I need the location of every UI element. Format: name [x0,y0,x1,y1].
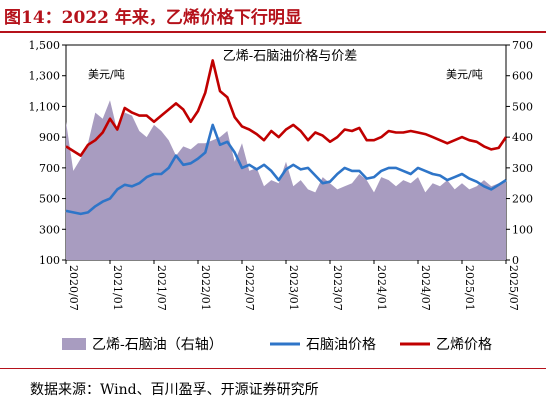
legend-item-naphtha: 石脑油价格 [270,337,376,353]
y-right-tick-label: 500 [512,100,533,113]
legend-label: 石脑油价格 [306,337,376,353]
plot-area [65,44,508,261]
series-line-ethylene [65,59,508,157]
chart-title: 乙烯-石脑油价格与价差 [223,48,357,64]
x-tick-label: 2024/01 [375,265,388,311]
x-tick-label: 2022/07 [243,265,256,311]
figure-title: 图14：2022 年来，乙烯价格下行明显 [4,8,302,28]
source-rule [0,368,546,369]
x-tick-label: 2023/07 [331,265,344,311]
x-tick-label: 2022/01 [199,265,212,311]
y-right-tick-label: 300 [512,162,533,175]
y-left-tick-label: 300 [39,223,60,236]
y-left-tick-label: 1,500 [29,39,61,52]
x-axis: 2020/07 2021/01 2021/07 2022/01 2022/07 2023/… [65,260,520,311]
legend: 乙烯-石脑油（右轴） 石脑油价格 乙烯价格 [62,337,492,353]
legend-label: 乙烯价格 [436,337,492,353]
price-lines-layer [65,59,508,216]
legend-item-ethylene: 乙烯价格 [400,337,492,353]
x-tick-label: 2023/01 [287,265,300,311]
source-note: 数据来源：Wind、百川盈孚、开源证券研究所 [30,382,319,398]
y-right-tick-label: 600 [512,70,533,83]
spread-area-layer [66,100,506,260]
y-right-unit: 美元/吨 [446,68,483,81]
y-axis-left: 100 300 500 700 900 1,100 1,300 1,500 [29,39,66,267]
y-right-tick-label: 100 [512,223,533,236]
y-left-tick-label: 900 [39,131,60,144]
y-right-tick-label: 700 [512,39,533,52]
y-right-tick-label: 0 [512,254,519,267]
y-left-tick-label: 700 [39,162,60,175]
y-left-tick-label: 1,300 [29,70,61,83]
y-right-tick-label: 200 [512,193,533,206]
series-area-spread [66,100,506,260]
y-left-unit: 美元/吨 [88,68,125,81]
x-tick-label: 2025/07 [507,265,520,311]
y-right-tick-label: 400 [512,131,533,144]
title-rule [0,31,546,33]
x-tick-label: 2020/07 [67,265,80,311]
y-left-tick-label: 500 [39,193,60,206]
legend-swatch [62,338,86,350]
x-tick-label: 2024/07 [419,265,432,311]
y-axis-right: 0 100 200 300 400 500 600 700 [506,39,533,267]
x-tick-label: 2025/01 [463,265,476,311]
legend-item-spread: 乙烯-石脑油（右轴） [62,337,223,353]
series-line-naphtha [65,123,507,216]
y-left-tick-label: 100 [39,254,60,267]
legend-label: 乙烯-石脑油（右轴） [92,337,223,353]
x-tick-label: 2021/01 [111,265,124,311]
x-tick-label: 2021/07 [155,265,168,311]
y-left-tick-label: 1,100 [29,100,61,113]
